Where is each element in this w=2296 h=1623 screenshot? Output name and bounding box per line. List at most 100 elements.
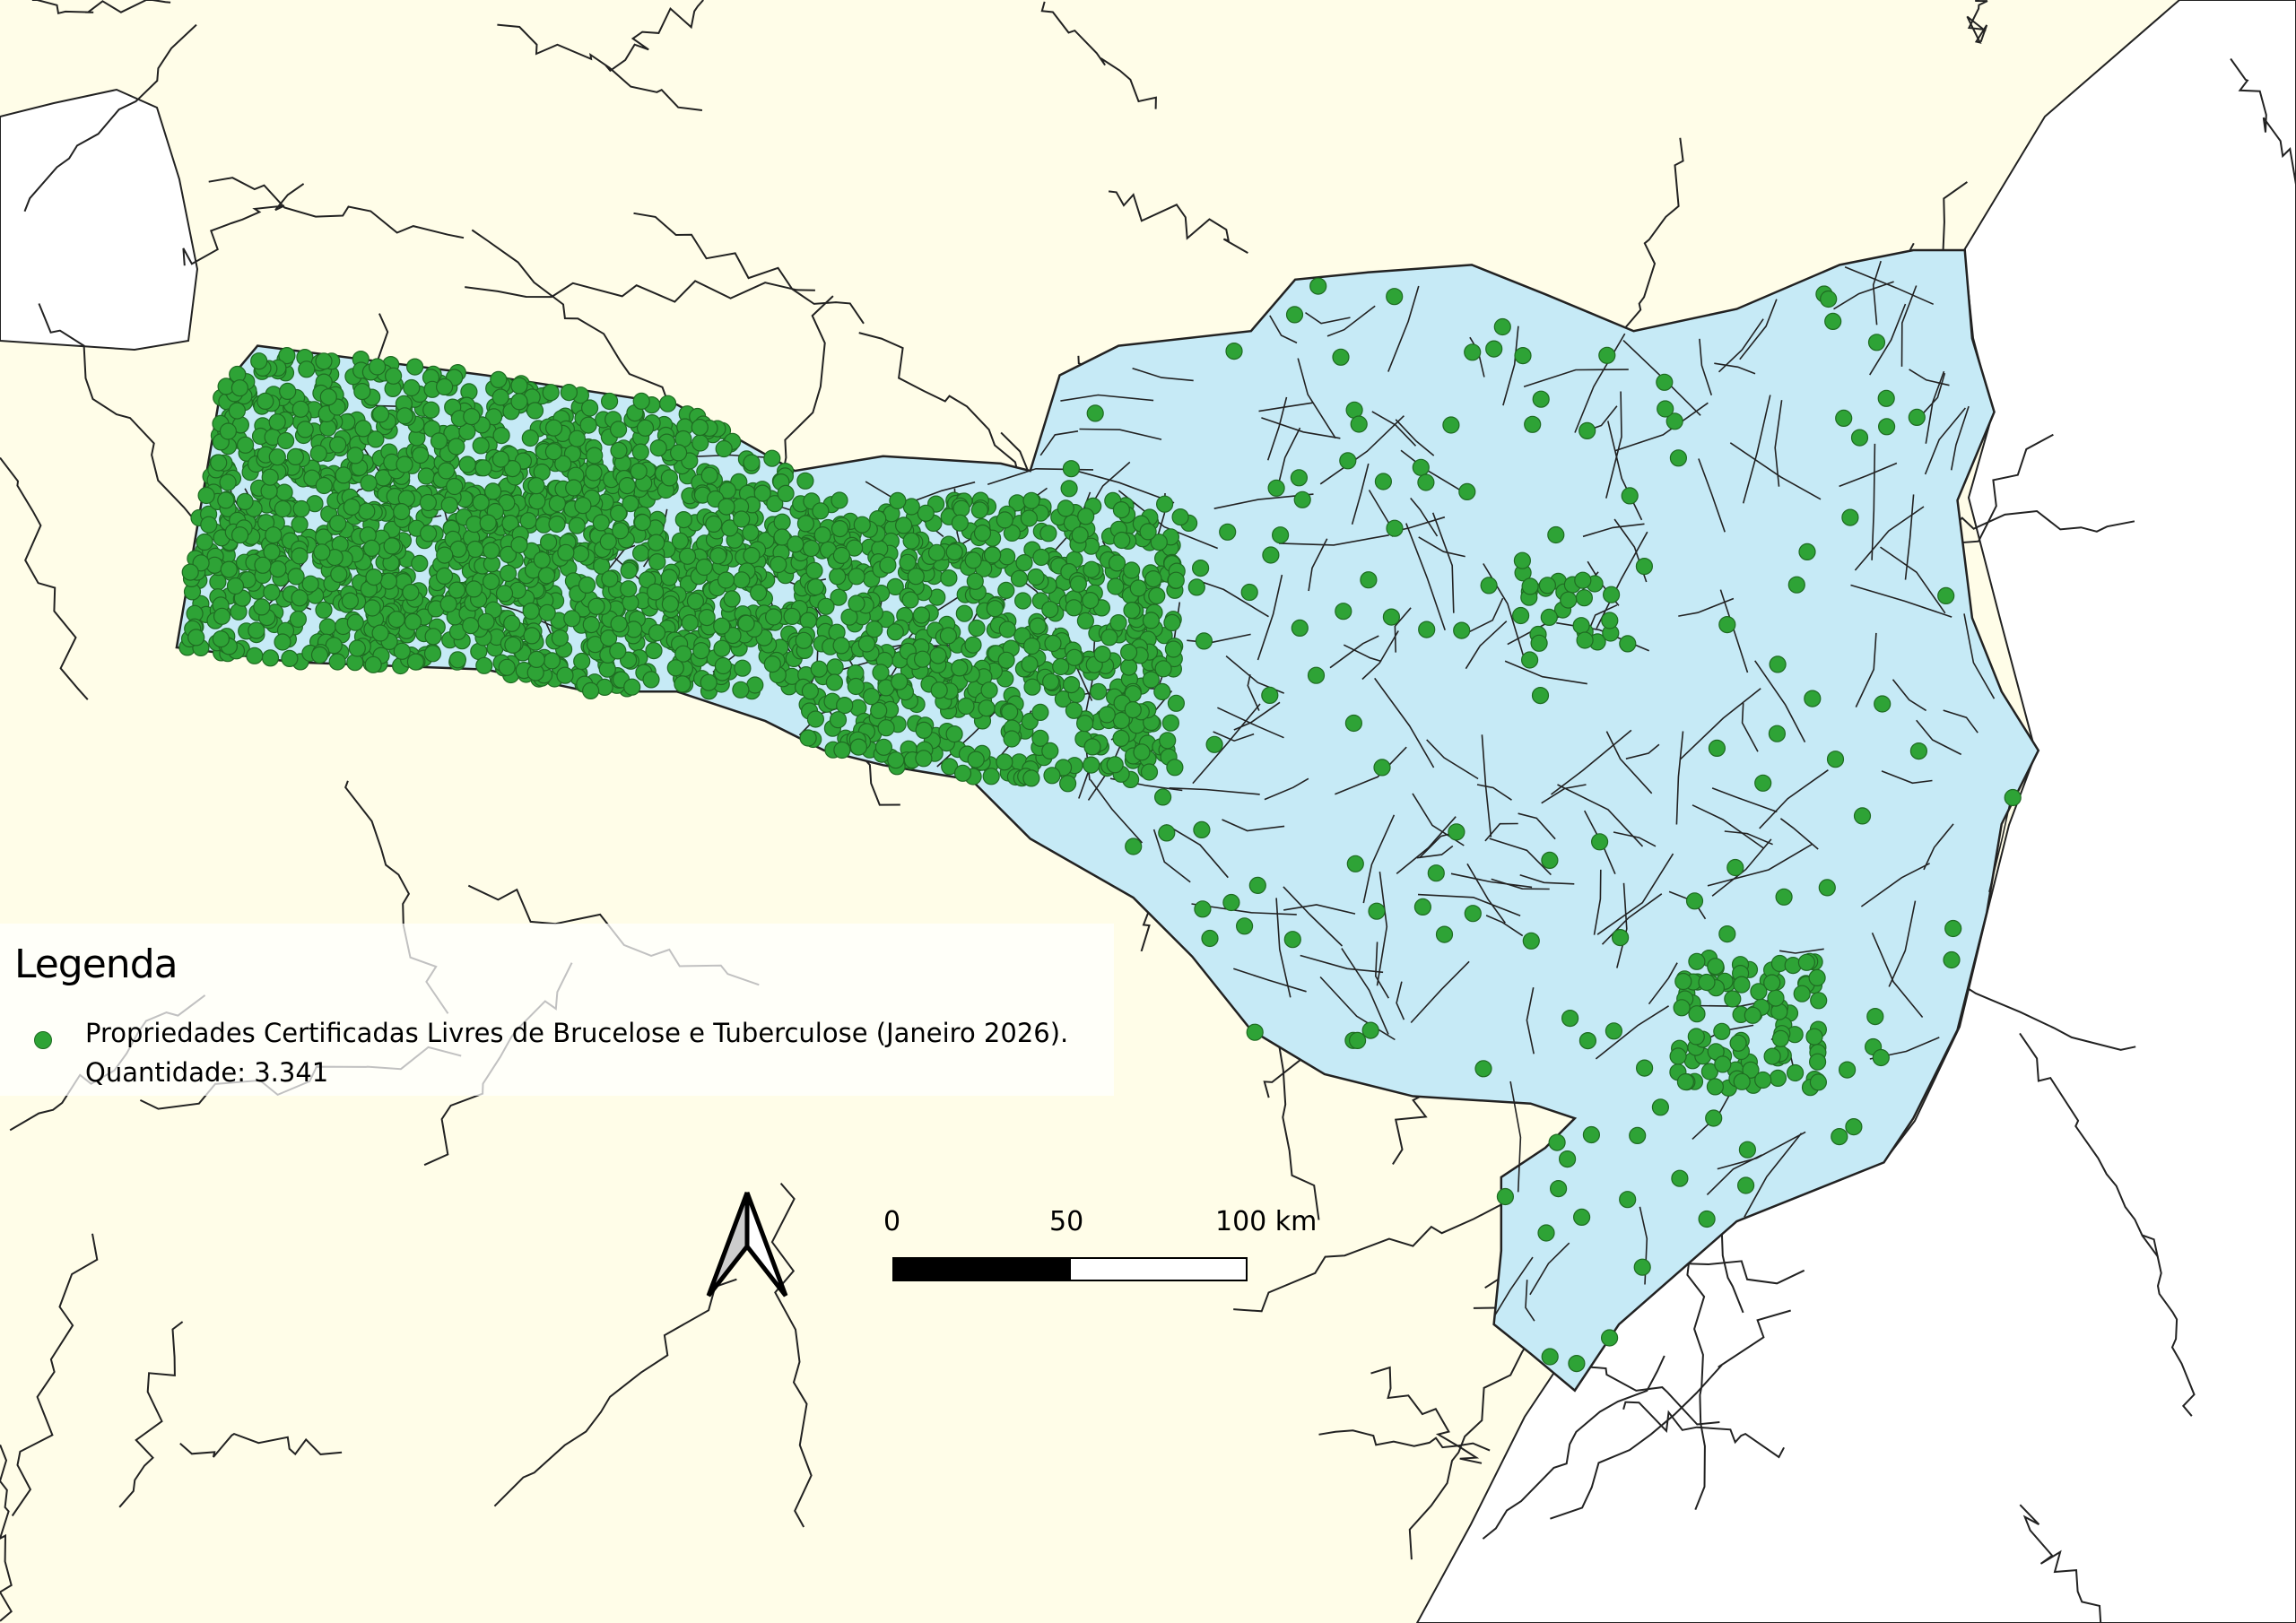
- border-line: [1408, 1300, 1539, 1560]
- property-point: [810, 660, 828, 678]
- property-point: [329, 436, 347, 454]
- property-point: [1293, 490, 1311, 508]
- municipal-border: [1869, 303, 1907, 376]
- property-point: [1909, 742, 1927, 760]
- property-point: [1866, 1007, 1884, 1026]
- property-point: [1161, 714, 1180, 732]
- property-point: [527, 650, 545, 669]
- property-point: [829, 568, 847, 586]
- property-point: [462, 617, 480, 635]
- property-point: [581, 681, 600, 700]
- municipal-border: [1871, 443, 1876, 560]
- municipal-border: [1362, 814, 1396, 904]
- property-point: [714, 656, 733, 675]
- municipal-border: [1741, 703, 1759, 752]
- property-point: [966, 572, 984, 590]
- property-point: [1164, 640, 1183, 658]
- property-point: [1083, 738, 1101, 756]
- property-point: [1386, 288, 1404, 306]
- property-point: [292, 499, 310, 518]
- municipal-border: [1261, 417, 1341, 439]
- property-point: [236, 492, 254, 511]
- municipal-border: [1132, 367, 1194, 382]
- property-point: [1872, 1048, 1890, 1067]
- property-point: [1225, 343, 1243, 360]
- border-line: [1040, 1, 1157, 109]
- property-point: [891, 673, 909, 690]
- property-point: [1062, 460, 1081, 478]
- property-point: [369, 358, 387, 376]
- scale-label-100: 100 km: [1215, 1206, 1318, 1237]
- property-point: [435, 567, 454, 586]
- property-point: [319, 388, 337, 406]
- property-point: [899, 553, 917, 571]
- border-line: [1622, 1401, 1785, 1459]
- property-point: [213, 607, 231, 625]
- legend-item-label: Propriedades Certificadas Livres de Bruc…: [85, 1018, 1069, 1048]
- point-symbol-icon: [34, 1031, 52, 1049]
- property-point: [1029, 617, 1047, 635]
- municipal-border: [1900, 285, 1918, 367]
- property-point: [1150, 534, 1168, 551]
- property-point: [1023, 678, 1041, 696]
- property-point: [609, 504, 628, 523]
- property-point: [446, 477, 464, 496]
- municipal-border: [1300, 954, 1384, 974]
- property-point: [1205, 735, 1223, 753]
- property-point: [1619, 1191, 1637, 1209]
- property-point: [849, 738, 868, 756]
- property-point: [623, 678, 641, 696]
- property-point: [1060, 480, 1078, 498]
- property-point: [1671, 1169, 1689, 1187]
- border-line: [2019, 1032, 2159, 1258]
- property-point: [700, 673, 718, 691]
- municipal-border: [1416, 845, 1454, 859]
- municipal-border: [1860, 863, 1930, 907]
- property-point: [1656, 373, 1674, 391]
- property-point: [951, 659, 969, 677]
- property-point: [997, 581, 1015, 600]
- property-point: [1458, 482, 1476, 501]
- property-point: [1427, 864, 1445, 882]
- property-point: [364, 655, 382, 673]
- property-point: [1561, 1009, 1579, 1028]
- municipal-border: [1426, 739, 1479, 780]
- property-point: [705, 515, 723, 534]
- property-point: [448, 438, 465, 456]
- property-point: [1013, 592, 1032, 610]
- property-point: [504, 636, 522, 655]
- property-point: [499, 545, 517, 564]
- property-point: [1195, 632, 1213, 650]
- municipal-border: [1759, 769, 1829, 829]
- property-point: [257, 392, 274, 410]
- property-point: [1769, 1069, 1787, 1088]
- municipal-border: [1079, 428, 1162, 440]
- municipal-border: [1396, 981, 1405, 1020]
- property-point: [1332, 348, 1350, 366]
- property-point: [674, 675, 691, 693]
- municipal-border: [1374, 942, 1389, 999]
- municipal-border: [1504, 660, 1587, 685]
- property-point: [526, 402, 544, 420]
- property-point: [836, 696, 854, 715]
- property-point: [648, 534, 665, 551]
- scale-bar: [892, 1257, 1248, 1281]
- property-point: [1285, 306, 1304, 324]
- property-point: [1142, 612, 1161, 629]
- municipal-border: [1502, 325, 1519, 406]
- municipal-border: [1582, 523, 1645, 538]
- property-point: [1077, 508, 1095, 525]
- property-point: [1874, 695, 1892, 713]
- property-point: [1798, 542, 1816, 561]
- property-point: [393, 502, 411, 521]
- municipal-border: [1405, 523, 1446, 630]
- municipal-border: [1343, 644, 1382, 663]
- property-point: [1003, 524, 1022, 542]
- property-point: [887, 751, 905, 769]
- property-point: [325, 637, 343, 655]
- municipal-border: [1523, 369, 1629, 387]
- property-point: [773, 528, 791, 546]
- property-point: [1537, 1224, 1555, 1242]
- property-point: [571, 544, 590, 563]
- property-point: [343, 498, 361, 516]
